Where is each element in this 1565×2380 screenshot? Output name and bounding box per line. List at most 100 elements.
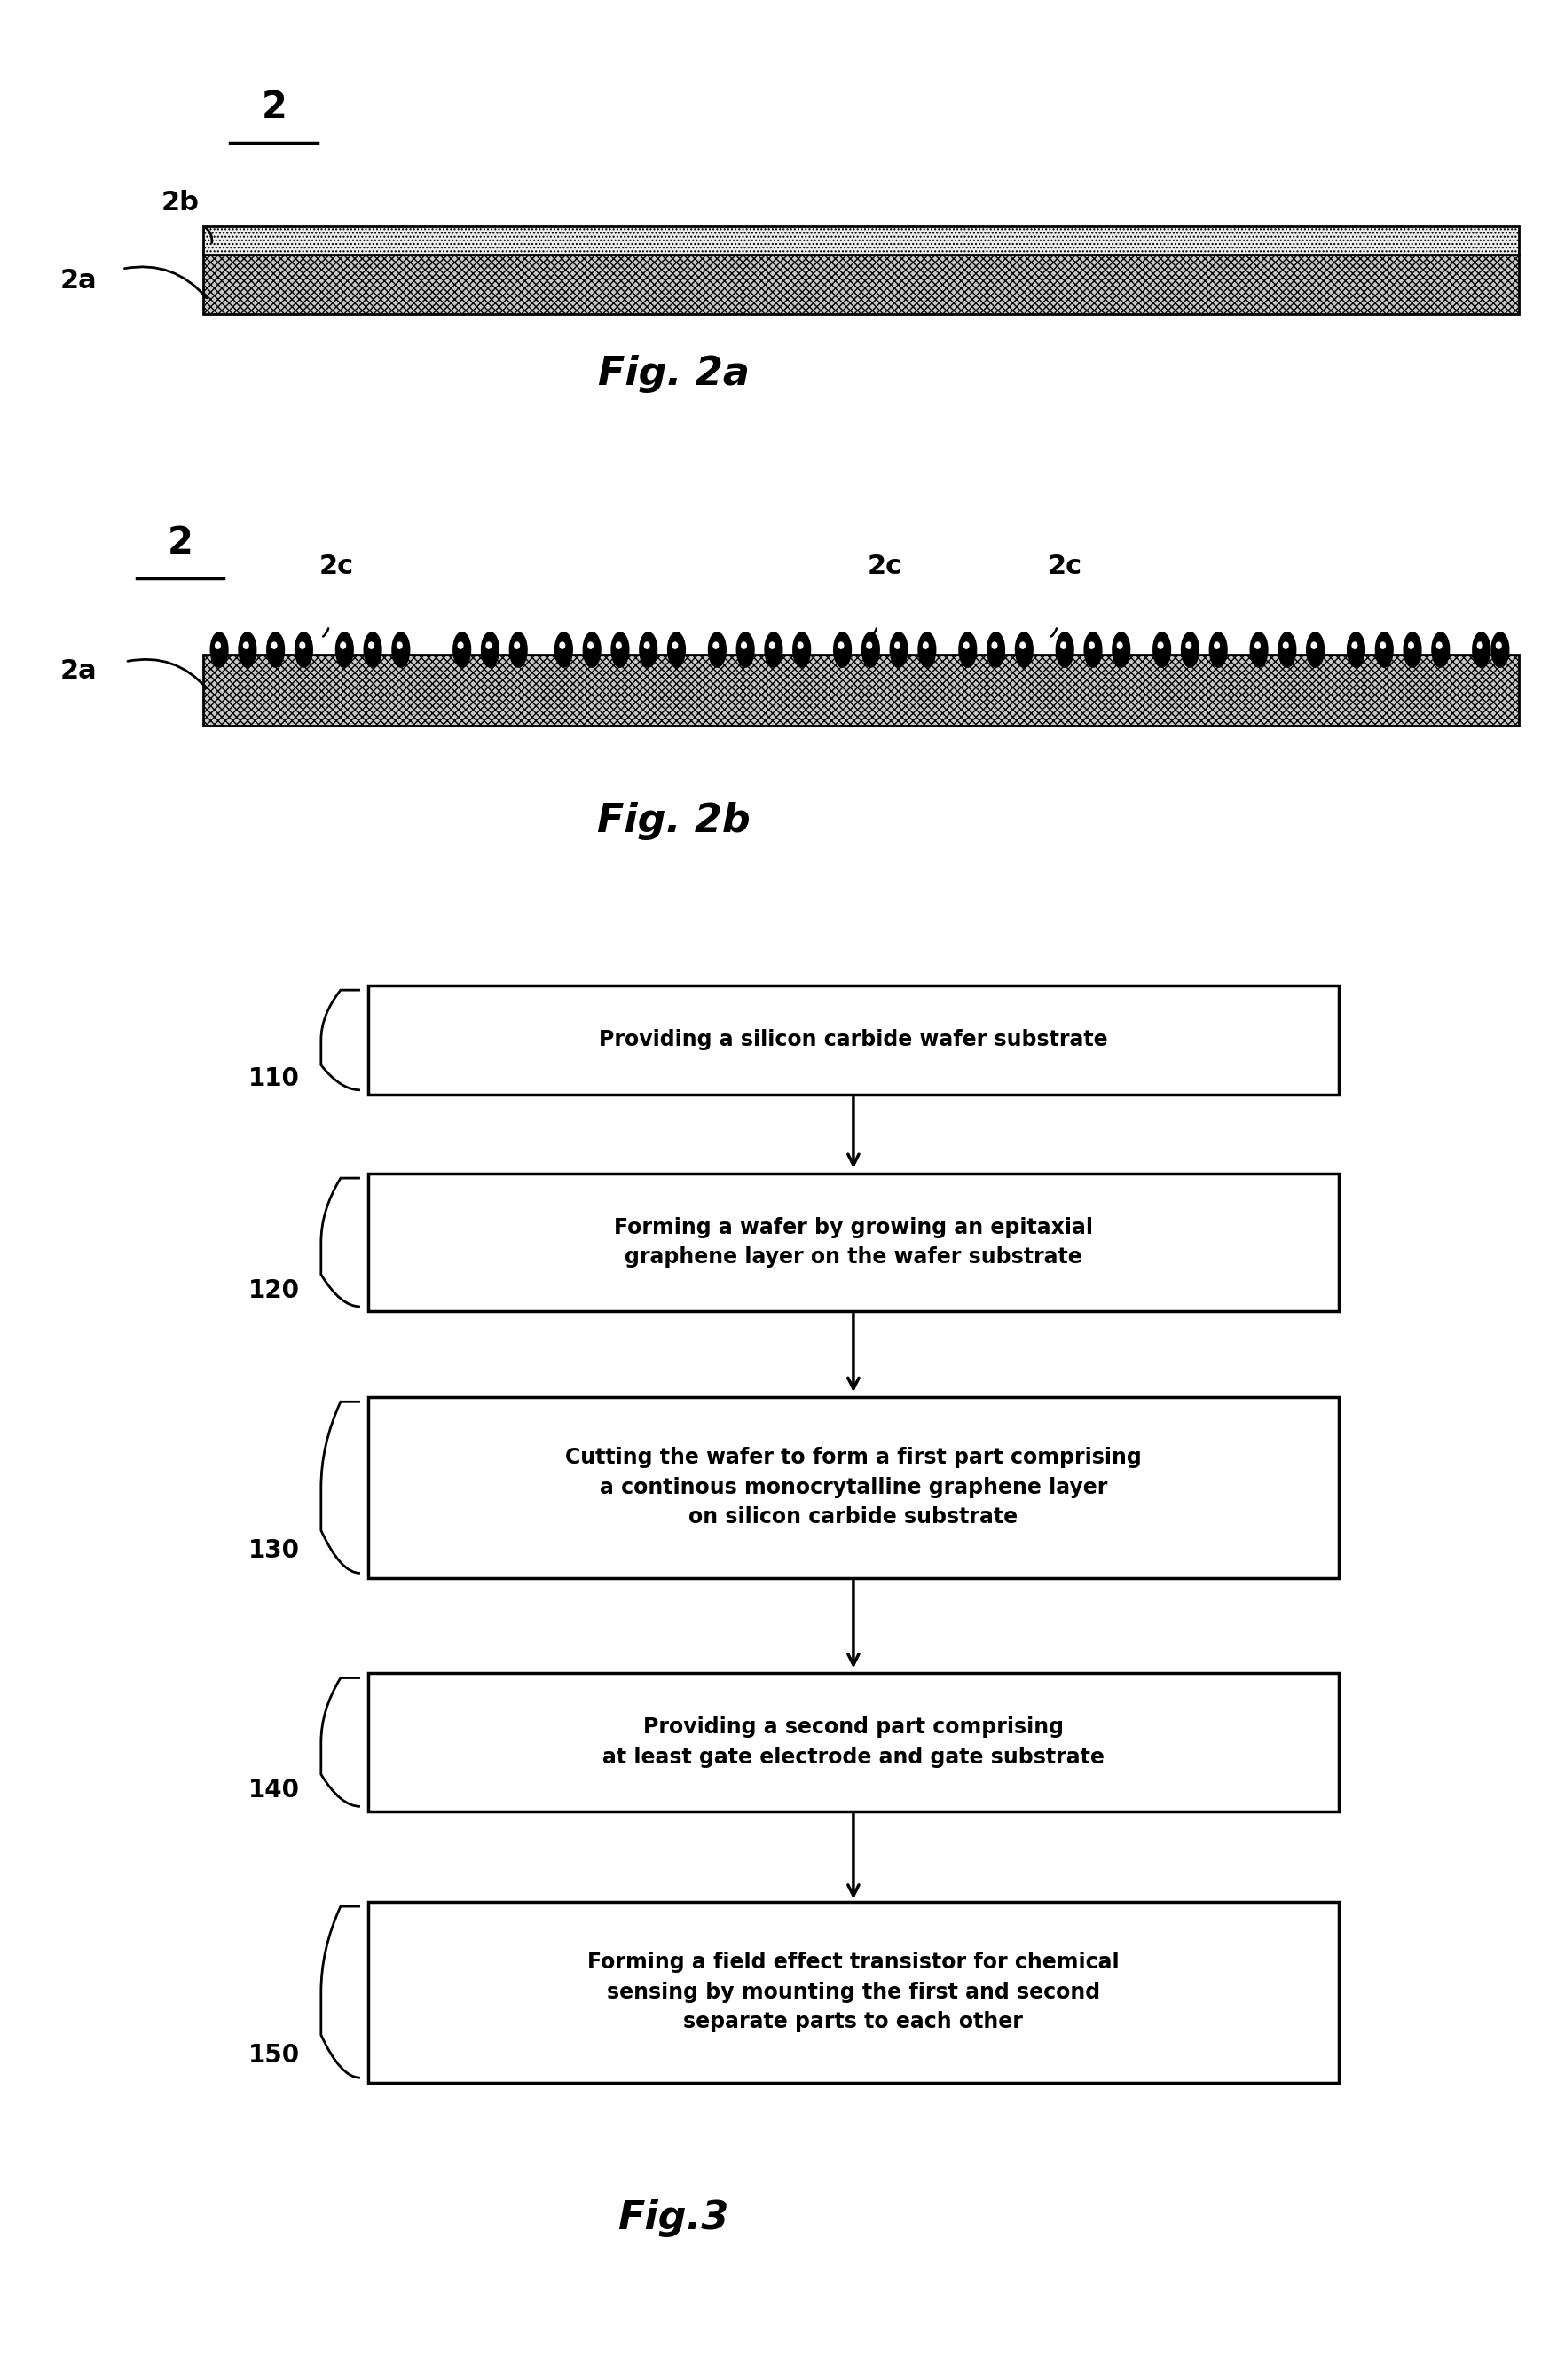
Ellipse shape — [862, 633, 878, 666]
Text: 2b: 2b — [161, 190, 199, 214]
Ellipse shape — [1088, 643, 1094, 650]
Ellipse shape — [865, 643, 872, 650]
Ellipse shape — [919, 633, 934, 666]
Bar — [203, 226, 1518, 255]
Ellipse shape — [988, 633, 1003, 666]
Ellipse shape — [454, 633, 469, 666]
Bar — [368, 1397, 1338, 1578]
Ellipse shape — [268, 633, 283, 666]
Ellipse shape — [1085, 633, 1100, 666]
Text: Fig. 2a: Fig. 2a — [598, 355, 748, 393]
Text: Fig. 2b: Fig. 2b — [596, 802, 750, 840]
Ellipse shape — [1379, 643, 1385, 650]
Bar — [368, 1902, 1338, 2082]
Text: 120: 120 — [249, 1278, 299, 1304]
Bar — [368, 1173, 1338, 1311]
Ellipse shape — [737, 633, 753, 666]
Text: 2c: 2c — [867, 555, 901, 578]
Ellipse shape — [890, 633, 906, 666]
Ellipse shape — [1113, 633, 1128, 666]
Ellipse shape — [1019, 643, 1025, 650]
Ellipse shape — [643, 643, 649, 650]
Ellipse shape — [640, 633, 656, 666]
Ellipse shape — [1307, 633, 1322, 666]
Ellipse shape — [243, 643, 249, 650]
Ellipse shape — [1432, 633, 1448, 666]
Ellipse shape — [556, 633, 571, 666]
Ellipse shape — [797, 643, 803, 650]
Ellipse shape — [1254, 643, 1260, 650]
Ellipse shape — [1279, 633, 1294, 666]
Ellipse shape — [559, 643, 565, 650]
Text: 110: 110 — [249, 1066, 299, 1090]
Text: Forming a wafer by growing an epitaxial
graphene layer on the wafer substrate: Forming a wafer by growing an epitaxial … — [613, 1216, 1092, 1269]
Ellipse shape — [709, 633, 725, 666]
Ellipse shape — [991, 643, 997, 650]
Ellipse shape — [239, 633, 255, 666]
Text: Cutting the wafer to form a first part comprising
a continous monocrytalline gra: Cutting the wafer to form a first part c… — [565, 1447, 1141, 1528]
Ellipse shape — [1404, 633, 1419, 666]
Ellipse shape — [299, 643, 305, 650]
Ellipse shape — [962, 643, 969, 650]
Ellipse shape — [1282, 643, 1288, 650]
Ellipse shape — [1351, 643, 1357, 650]
Ellipse shape — [894, 643, 900, 650]
Ellipse shape — [271, 643, 277, 650]
Ellipse shape — [457, 643, 463, 650]
Text: Providing a second part comprising
at least gate electrode and gate substrate: Providing a second part comprising at le… — [603, 1716, 1103, 1768]
Bar — [203, 255, 1518, 314]
Text: Fig.3: Fig.3 — [617, 2199, 729, 2237]
Ellipse shape — [765, 633, 781, 666]
Text: 140: 140 — [249, 1778, 299, 1804]
Ellipse shape — [1407, 643, 1413, 650]
Ellipse shape — [834, 633, 850, 666]
Ellipse shape — [1210, 633, 1225, 666]
Ellipse shape — [296, 633, 311, 666]
Ellipse shape — [396, 643, 402, 650]
Ellipse shape — [1153, 633, 1169, 666]
Text: 130: 130 — [249, 1537, 299, 1564]
Ellipse shape — [612, 633, 628, 666]
Text: 2c: 2c — [1047, 555, 1081, 578]
Bar — [203, 655, 1518, 726]
Ellipse shape — [740, 643, 747, 650]
Ellipse shape — [510, 633, 526, 666]
Ellipse shape — [1310, 643, 1316, 650]
Ellipse shape — [1491, 633, 1507, 666]
Ellipse shape — [1116, 643, 1122, 650]
Ellipse shape — [1250, 633, 1266, 666]
Ellipse shape — [393, 633, 408, 666]
Ellipse shape — [922, 643, 928, 650]
Ellipse shape — [1213, 643, 1219, 650]
Ellipse shape — [587, 643, 593, 650]
Ellipse shape — [1016, 633, 1031, 666]
Ellipse shape — [959, 633, 975, 666]
Ellipse shape — [482, 633, 498, 666]
Text: 2c: 2c — [319, 555, 354, 578]
Text: 2a: 2a — [59, 269, 97, 293]
Ellipse shape — [671, 643, 678, 650]
Text: 2a: 2a — [59, 659, 97, 683]
Ellipse shape — [1347, 633, 1363, 666]
Ellipse shape — [340, 643, 346, 650]
Ellipse shape — [513, 643, 520, 650]
Ellipse shape — [615, 643, 621, 650]
Ellipse shape — [768, 643, 775, 650]
Ellipse shape — [1435, 643, 1441, 650]
Ellipse shape — [336, 633, 352, 666]
Ellipse shape — [1182, 633, 1197, 666]
Text: 2: 2 — [167, 524, 192, 562]
Ellipse shape — [1060, 643, 1066, 650]
Ellipse shape — [1495, 643, 1501, 650]
Text: Providing a silicon carbide wafer substrate: Providing a silicon carbide wafer substr… — [598, 1031, 1108, 1050]
Ellipse shape — [211, 633, 227, 666]
Ellipse shape — [1376, 633, 1391, 666]
Bar — [368, 1673, 1338, 1811]
Ellipse shape — [1185, 643, 1191, 650]
Ellipse shape — [1476, 643, 1482, 650]
Ellipse shape — [368, 643, 374, 650]
Text: 150: 150 — [249, 2042, 299, 2068]
Ellipse shape — [214, 643, 221, 650]
Ellipse shape — [1056, 633, 1072, 666]
Ellipse shape — [485, 643, 491, 650]
